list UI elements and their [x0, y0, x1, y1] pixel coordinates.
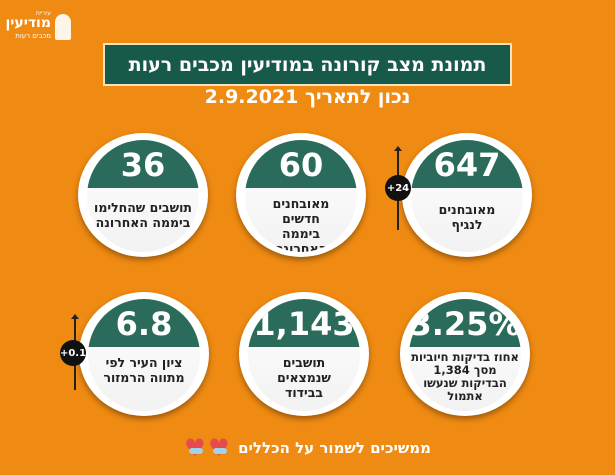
stat-value: 1,143: [248, 299, 360, 347]
stat-label: תושבים שנמצאים בבידוד: [277, 355, 331, 400]
logo-text: עיריית: [35, 10, 51, 17]
city-logo: עיריית מודיעין מכבים רעות: [5, 10, 73, 44]
stat-label: תושבים שהחלימו ביממה האחרונה: [94, 200, 192, 230]
masked-hearts-icon: ♥ ♥: [184, 436, 232, 460]
stat-recovered: 36 תושבים שהחלימו ביממה האחרונה: [78, 133, 208, 257]
stat-traffic-light-score: 6.8 ציון העיר לפי מתווה הרמזור: [79, 292, 209, 416]
change-badge: +0.1: [60, 340, 86, 366]
heart-icon: ♥: [208, 436, 232, 460]
logo-figure-icon: [55, 14, 71, 40]
logo-text: מכבים רעות: [15, 32, 51, 40]
stat-label: אחוז בדיקות חיוביות מסך 1,384 הבדיקות שנ…: [411, 350, 519, 403]
footer-text: ממשיכים לשמור על הכללים: [238, 439, 431, 457]
stat-label: ציון העיר לפי מתווה הרמזור: [103, 355, 185, 385]
stat-total-diagnosed: 647 מאובחנים לנגיף: [402, 133, 532, 257]
heart-icon: ♥: [184, 436, 208, 460]
stat-value: 3.25%: [409, 299, 521, 347]
stat-label: מאובחנים לנגיף: [438, 202, 496, 232]
logo-text: מודיעין: [5, 15, 51, 31]
page-title: תמונת מצב קורונה במודיעין מכבים רעות: [103, 43, 512, 86]
stat-isolation: 1,143 תושבים שנמצאים בבידוד: [239, 292, 369, 416]
date-label: נכון לתאריך 2.9.2021: [204, 86, 411, 108]
stat-value: 60: [245, 140, 357, 188]
title-text: תמונת מצב קורונה במודיעין מכבים רעות: [128, 53, 487, 76]
change-badge: +24: [385, 175, 411, 201]
stat-positive-rate: 3.25% אחוז בדיקות חיוביות מסך 1,384 הבדי…: [400, 292, 530, 416]
footer: ממשיכים לשמור על הכללים ♥ ♥: [0, 436, 615, 460]
stat-value: 6.8: [88, 299, 200, 347]
stat-new-diagnosed: 60 מאובחנים חדשים ביממה האחרונה: [236, 133, 366, 257]
stat-value: 36: [87, 140, 199, 188]
stat-value: 647: [411, 140, 523, 188]
stat-label: מאובחנים חדשים ביממה האחרונה: [272, 196, 330, 252]
